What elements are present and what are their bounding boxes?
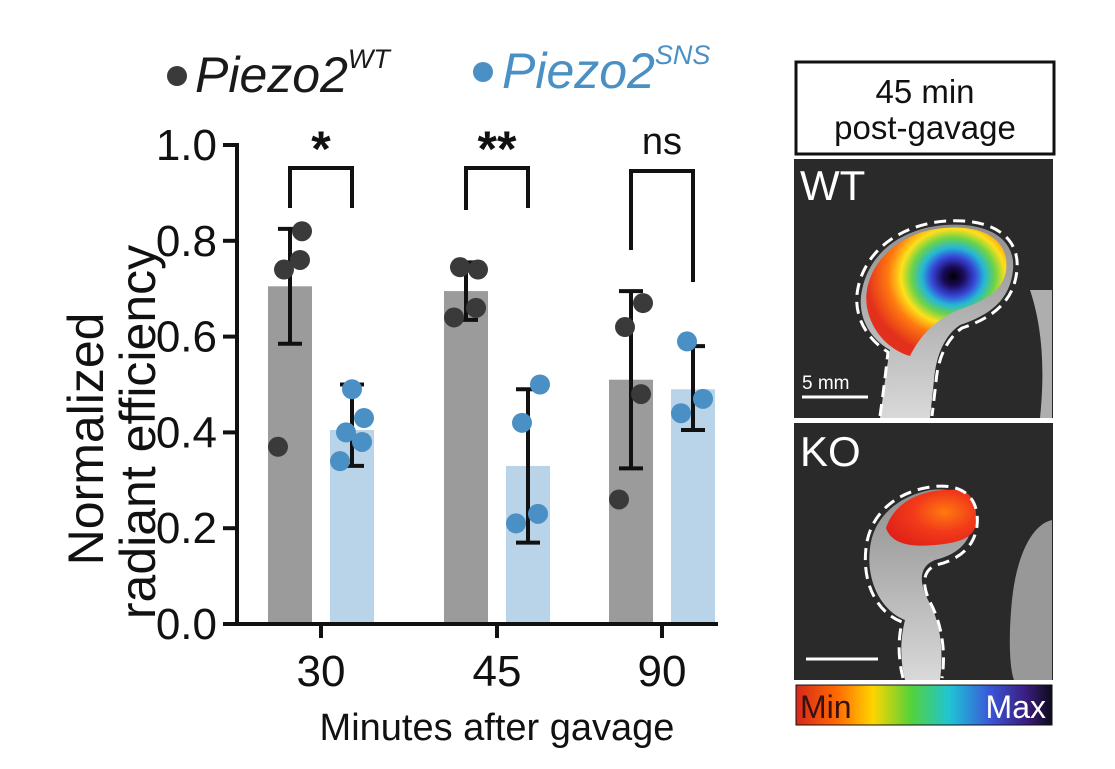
wt-image: WT 5 mm xyxy=(794,159,1053,418)
colorbar-max-label: Max xyxy=(986,689,1046,725)
significance-bracket-30 xyxy=(288,166,354,208)
significance-label-90: ns xyxy=(642,121,682,163)
point-wt-90 xyxy=(631,384,651,405)
point-wt-30 xyxy=(290,249,310,270)
x-tick-label-45: 45 xyxy=(473,647,522,696)
wt-outline xyxy=(855,219,1019,417)
legend-label-sns: Piezo2SNS xyxy=(502,40,710,99)
x-tick-label-90: 90 xyxy=(638,647,687,696)
point-wt-90 xyxy=(615,317,635,338)
ko-label: KO xyxy=(800,428,861,475)
point-wt-45 xyxy=(468,259,488,280)
significance-label-45: ** xyxy=(478,121,517,177)
y-tick-label-0.0: 0.0 xyxy=(156,600,217,649)
point-wt-30 xyxy=(292,221,312,242)
point-wt-30 xyxy=(268,436,288,457)
point-sns-45 xyxy=(512,412,532,433)
legend-marker-wt xyxy=(167,66,187,86)
point-wt-90 xyxy=(633,293,653,314)
point-sns-45 xyxy=(506,513,526,534)
ko-outline xyxy=(863,484,979,679)
y-tick-label-1.0: 1.0 xyxy=(156,121,217,170)
significance-label-30: * xyxy=(311,121,331,177)
significance-bracket-90 xyxy=(629,169,695,282)
image-header-line1: 45 min xyxy=(875,73,974,110)
colorbar-min-label: Min xyxy=(800,689,852,725)
legend: Piezo2WT Piezo2SNS xyxy=(167,40,710,103)
ko-tissue-strip xyxy=(1009,520,1052,680)
image-header-line2: post-gavage xyxy=(834,109,1016,146)
wt-label: WT xyxy=(800,162,865,209)
point-sns-45 xyxy=(528,503,548,524)
imaging-panel: 45 min post-gavage WT 5 mm KO Min xyxy=(794,60,1056,726)
bar-wt-45 xyxy=(444,291,488,624)
point-sns-90 xyxy=(693,388,713,409)
x-tick-label-30: 30 xyxy=(297,647,346,696)
colorbar: Min Max xyxy=(795,684,1053,726)
data-points xyxy=(268,221,713,534)
y-tick-label-0.2: 0.2 xyxy=(156,504,217,553)
wt-signal-heatmap xyxy=(866,227,1007,356)
point-sns-30 xyxy=(336,422,356,443)
point-sns-30 xyxy=(352,431,372,452)
point-sns-30 xyxy=(330,451,350,472)
ko-image: KO xyxy=(794,423,1053,680)
legend-marker-sns xyxy=(473,62,493,82)
point-sns-90 xyxy=(671,403,691,424)
wt-scale-label: 5 mm xyxy=(802,373,850,394)
y-axis-title: Normalized radiant efficiency xyxy=(58,245,166,619)
point-wt-45 xyxy=(444,307,464,328)
y-tick-label-0.6: 0.6 xyxy=(156,313,217,362)
point-wt-30 xyxy=(274,259,294,280)
significance-brackets: * ** ns xyxy=(288,121,695,282)
point-sns-45 xyxy=(530,374,550,395)
legend-label-wt: Piezo2WT xyxy=(195,44,392,103)
point-sns-30 xyxy=(354,408,374,429)
point-wt-45 xyxy=(466,297,486,318)
image-header-box xyxy=(794,60,1056,156)
x-axis-title: Minutes after gavage xyxy=(320,707,675,749)
wt-tissue-strip xyxy=(1030,290,1052,418)
point-wt-90 xyxy=(609,489,629,510)
point-sns-30 xyxy=(342,379,362,400)
significance-bracket-45 xyxy=(464,166,530,210)
y-tick-label-0.4: 0.4 xyxy=(156,408,217,457)
y-tick-label-0.8: 0.8 xyxy=(156,217,217,266)
point-wt-45 xyxy=(450,257,470,278)
axes: 0.0 0.2 0.4 0.6 0.8 1.0 30 45 90 xyxy=(156,121,718,696)
ko-signal-heatmap xyxy=(886,489,977,546)
colorbar-gradient xyxy=(795,684,1053,726)
point-sns-90 xyxy=(677,331,697,352)
